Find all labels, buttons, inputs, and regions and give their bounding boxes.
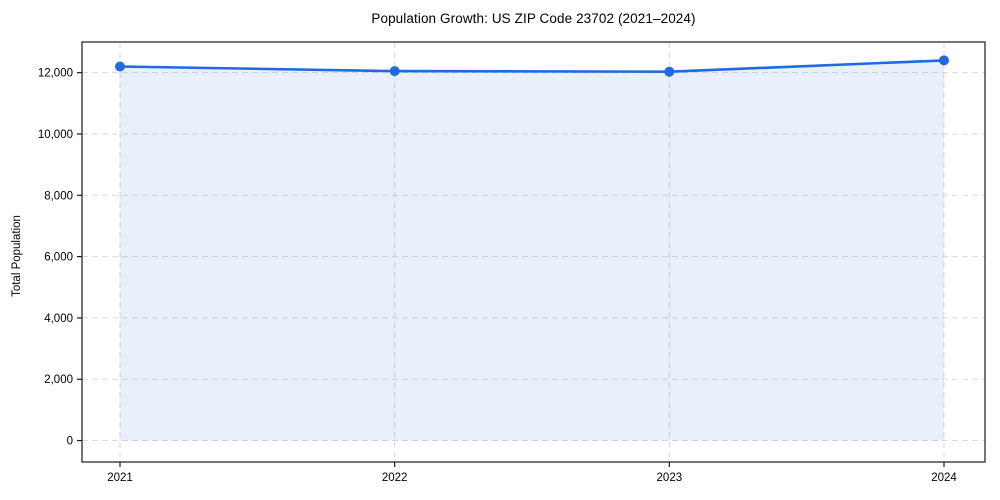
y-tick-label: 8,000: [44, 190, 73, 202]
data-point: [939, 55, 949, 66]
plot-background: [82, 42, 985, 462]
data-point: [389, 66, 400, 77]
area-fill: [120, 60, 944, 441]
data-point: [115, 61, 125, 72]
series-line: [118, 59, 946, 73]
y-tick-label: 2,000: [44, 374, 73, 386]
y-tick-label: 0: [67, 436, 73, 448]
y-tick-label: 4,000: [44, 313, 73, 325]
x-tick-label: 2024: [931, 472, 957, 484]
y-tick-label: 12,000: [38, 68, 73, 80]
data-point: [664, 66, 675, 77]
plot-border: [81, 41, 986, 463]
chart-title: Population Growth: US ZIP Code 23702 (20…: [371, 11, 696, 26]
x-tick-label: 2023: [657, 472, 683, 484]
x-tick-label: 2022: [382, 472, 408, 484]
y-tick-label: 6,000: [44, 252, 73, 264]
y-tick-label: 10,000: [38, 129, 73, 141]
x-tick-label: 2021: [107, 472, 133, 484]
